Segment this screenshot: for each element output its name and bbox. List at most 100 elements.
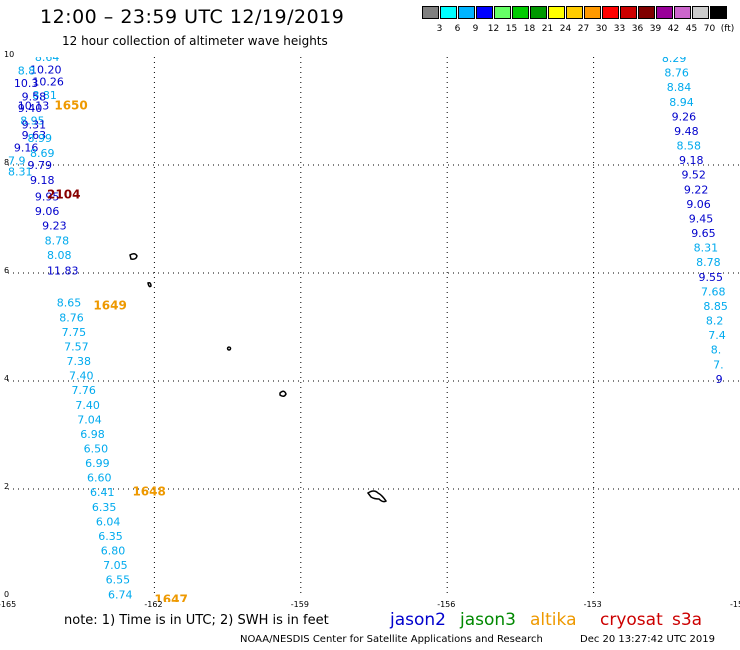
colorbar-swatch	[674, 6, 691, 19]
wave-height-value: 10.26	[32, 75, 64, 88]
colorbar-swatch	[584, 6, 601, 19]
wave-height-value: 8.84	[667, 81, 692, 94]
island-outline	[147, 282, 152, 288]
colorbar-swatch	[692, 6, 709, 19]
wave-height-value: 8.85	[703, 300, 728, 313]
x-tick-label: -156	[437, 600, 456, 609]
island-outline	[366, 490, 388, 503]
y-tick-label: 4	[4, 374, 10, 383]
wave-height-value: 6.50	[84, 443, 109, 456]
legend-jason3: jason3	[460, 610, 516, 630]
x-tick-label: -165	[0, 600, 17, 609]
wave-height-value: 8.31	[8, 165, 33, 178]
wave-height-value: 8.94	[669, 96, 694, 109]
x-tick-label: -150	[730, 600, 740, 609]
x-tick-label: -162	[144, 600, 163, 609]
y-tick-label: 2	[4, 482, 10, 491]
x-tick-label: -159	[290, 600, 309, 609]
wave-height-value: 9.65	[691, 227, 716, 240]
wave-height-value: 7.9	[8, 155, 26, 168]
wave-height-value: 7.04	[77, 413, 102, 426]
wave-height-value: 8.78	[696, 256, 721, 269]
wave-height-value: 9.79	[28, 159, 53, 172]
wave-height-value: 6.41	[90, 486, 115, 499]
pass-label: 1648	[132, 485, 165, 499]
wave-height-value: 7.05	[103, 559, 128, 572]
colorbar-label: 21	[541, 24, 554, 34]
wave-height-value: 8.78	[45, 235, 70, 248]
wave-height-value: 9.22	[684, 183, 709, 196]
colorbar-swatch	[530, 6, 547, 19]
colorbar-swatch	[476, 6, 493, 19]
wave-height-value: 9.18	[679, 154, 704, 167]
map-canvas: 8.6410.208.810.2610.38.819.5810.139.408.…	[8, 37, 740, 650]
island-outline	[279, 390, 287, 398]
colorbar-label: 27	[577, 24, 590, 34]
wave-height-value: 7.57	[64, 340, 89, 353]
wave-height-value: 6.98	[80, 428, 105, 441]
y-tick-label: 8	[4, 158, 10, 167]
wave-height-value: 6.74	[108, 588, 133, 601]
wave-height-value: 8.81	[32, 89, 57, 102]
wave-height-value: 9.48	[674, 125, 699, 138]
wave-height-value: 8.69	[30, 147, 55, 160]
wave-height-value: 9.26	[672, 110, 697, 123]
wave-height-value: 9.40	[18, 102, 43, 115]
wave-height-value: 9	[716, 373, 723, 386]
wave-height-value: 6.35	[98, 530, 123, 543]
wave-height-value: 8.76	[59, 311, 84, 324]
pass-label: 1649	[93, 298, 126, 312]
island-outline	[226, 346, 232, 351]
wave-height-value: 8.65	[57, 297, 82, 310]
wave-height-value: 6.60	[87, 472, 112, 485]
colorbar-label: 33	[613, 24, 626, 34]
legend-altika: altika	[530, 610, 577, 630]
wave-height-value: 8.31	[694, 242, 719, 255]
colorbar-label: 3	[436, 24, 443, 34]
wave-height-value: 8.08	[47, 249, 72, 262]
colorbar-swatch	[602, 6, 619, 19]
wave-height-value: 9.52	[681, 169, 706, 182]
wave-height-value: 6.80	[101, 545, 126, 558]
colorbar-swatch	[638, 6, 655, 19]
wave-height-value: 8.76	[664, 67, 689, 80]
wave-height-value: 9.55	[699, 271, 724, 284]
wave-height-value: 7.38	[67, 355, 92, 368]
wave-height-value: 9.16	[14, 142, 39, 155]
wave-height-value: 8.99	[28, 132, 53, 145]
colorbar-label: 9	[472, 24, 479, 34]
colorbar-label: 42	[667, 24, 680, 34]
wave-height-value: 8.58	[677, 140, 702, 153]
colorbar-swatch	[656, 6, 673, 19]
wave-height-value: 10.20	[30, 63, 62, 76]
legend-s3a: s3a	[672, 610, 703, 630]
wave-height-value: 10.3	[14, 77, 39, 90]
wave-height-value: 7.76	[71, 384, 96, 397]
y-tick-label: 6	[4, 266, 10, 275]
wave-height-value: 7.40	[75, 399, 100, 412]
map-title: 12:00 – 23:59 UTC 12/19/2019	[40, 6, 345, 28]
wave-height-value: 6.99	[85, 457, 110, 470]
y-tick-label: 10	[4, 50, 15, 59]
pass-label: 1650	[54, 99, 87, 113]
colorbar-swatch	[494, 6, 511, 19]
colorbar-swatch	[620, 6, 637, 19]
colorbar-swatch	[548, 6, 565, 19]
wave-height-value: 9.06	[686, 198, 711, 211]
x-tick-label: -153	[583, 600, 602, 609]
wave-height-value: 8.95	[20, 115, 45, 128]
pass-label: 2104	[47, 188, 80, 202]
wave-height-value: 8.	[711, 344, 722, 357]
colorbar-swatch	[566, 6, 583, 19]
colorbar-swatch	[512, 6, 529, 19]
wave-height-value: 6.55	[106, 574, 131, 587]
legend-jason2: jason2	[390, 610, 446, 630]
y-tick-label: 0	[4, 590, 10, 599]
colorbar-swatch	[458, 6, 475, 19]
legend-cryosat: cryosat	[600, 610, 663, 630]
wave-height-value: 7.40	[69, 370, 94, 383]
wave-height-value: 7.	[713, 358, 724, 371]
colorbar-label: 24	[559, 24, 572, 34]
colorbar-label: 6	[454, 24, 461, 34]
map-area: 8.64 10.20 8.8 10.26 10.3 8.81 9.58 10.13 9.40 8.…	[8, 37, 740, 650]
